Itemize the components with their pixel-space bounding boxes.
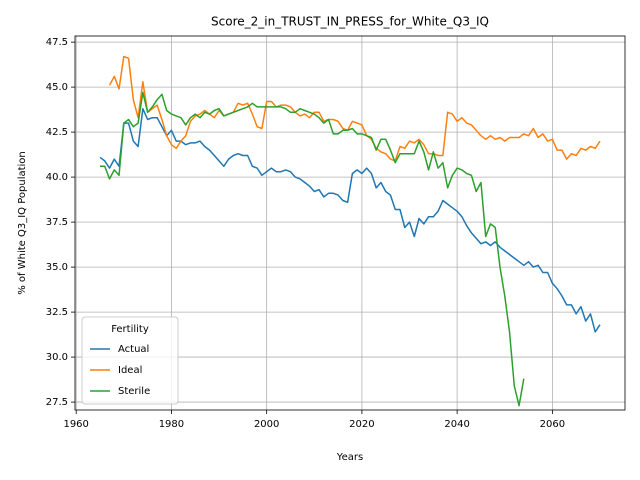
y-tick-label: 47.5 (46, 37, 68, 48)
legend-title: Fertility (111, 324, 149, 335)
x-tick-label: 1960 (63, 419, 88, 430)
y-tick-label: 27.5 (46, 397, 68, 408)
x-tick-label: 2060 (540, 419, 565, 430)
legend-label: Ideal (118, 365, 142, 376)
series-line (99, 107, 601, 333)
y-tick-label: 35.0 (46, 262, 68, 273)
plot-frame (74, 35, 626, 411)
series-line (108, 55, 601, 162)
x-tick-label: 2040 (444, 419, 469, 430)
y-axis-label: % of White Q3_IQ Population (17, 151, 28, 295)
x-tick-label: 1980 (159, 419, 184, 430)
y-tick-label: 45.0 (46, 82, 68, 93)
chart-title: Score_2_in_TRUST_IN_PRESS_for_White_Q3_I… (211, 15, 489, 29)
y-tick-label: 30.0 (46, 352, 68, 363)
legend-box (81, 316, 179, 405)
lines (99, 55, 601, 407)
legend-label: Actual (118, 344, 149, 355)
x-axis-label: Years (336, 452, 363, 463)
y-tick-label: 32.5 (46, 307, 68, 318)
y-tick-label: 40.0 (46, 172, 68, 183)
series-line (100, 91, 525, 407)
y-tick-label: 42.5 (46, 127, 68, 138)
x-tick-label: 2020 (349, 419, 374, 430)
legend: Fertility Actual Ideal Sterile (81, 316, 179, 405)
x-tick-label: 2000 (254, 419, 279, 430)
y-tick-label: 37.5 (46, 217, 68, 228)
legend-label: Sterile (118, 386, 150, 397)
